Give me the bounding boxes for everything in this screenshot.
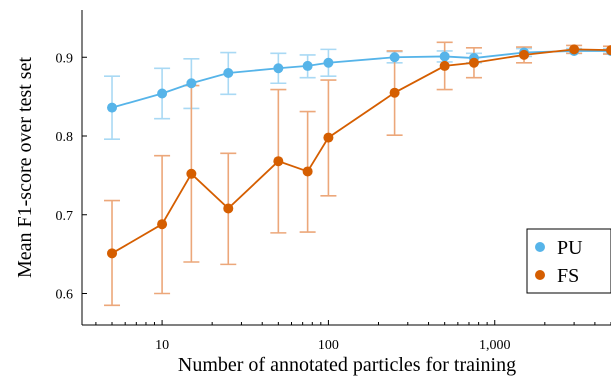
data-point-pu bbox=[323, 57, 334, 68]
data-point-fs bbox=[389, 87, 400, 98]
y-tick-label: 0.8 bbox=[56, 130, 74, 145]
x-tick-label: 100 bbox=[318, 338, 339, 353]
data-point-pu bbox=[107, 102, 118, 113]
legend-label-fs: FS bbox=[557, 265, 579, 287]
data-point-fs bbox=[273, 156, 284, 167]
markers-pu bbox=[107, 45, 611, 113]
data-point-pu bbox=[273, 63, 284, 74]
legend-label-pu: PU bbox=[557, 237, 583, 259]
data-point-fs bbox=[439, 60, 450, 71]
y-axis-label: Mean F1-score over test set bbox=[14, 57, 36, 278]
data-point-fs bbox=[323, 132, 334, 143]
data-point-fs bbox=[519, 49, 530, 60]
y-tick-label: 0.7 bbox=[56, 209, 74, 224]
legend-marker-pu bbox=[535, 242, 545, 252]
data-point-fs bbox=[157, 219, 168, 230]
x-tick-label: 1,000 bbox=[479, 338, 511, 353]
y-tick-label: 0.6 bbox=[56, 288, 74, 303]
legend: PU FS bbox=[526, 228, 611, 294]
data-point-fs bbox=[302, 166, 313, 177]
plot-area: 10 100 1,000 0.6 0.7 0.8 0.9 bbox=[56, 10, 611, 353]
series-layer bbox=[104, 41, 611, 307]
legend-marker-fs bbox=[535, 270, 545, 280]
markers-fs bbox=[107, 44, 611, 259]
data-point-fs bbox=[569, 44, 580, 55]
x-tick-label: 10 bbox=[155, 338, 169, 353]
x-axis-ticks: 10 100 1,000 bbox=[95, 320, 611, 353]
y-tick-label: 0.9 bbox=[56, 51, 74, 66]
data-point-fs bbox=[186, 168, 197, 179]
data-point-pu bbox=[223, 68, 234, 78]
data-point-fs bbox=[223, 203, 234, 214]
data-point-pu bbox=[302, 60, 313, 71]
data-point-fs bbox=[606, 45, 611, 56]
data-point-pu bbox=[389, 52, 400, 63]
errorbars-pu bbox=[104, 47, 611, 140]
legend-box bbox=[526, 228, 611, 294]
series-line-fs bbox=[111, 48, 611, 255]
data-point-pu bbox=[439, 51, 450, 62]
x-axis-label: Number of annotated particles for traini… bbox=[178, 354, 516, 376]
data-point-pu bbox=[186, 78, 197, 89]
data-point-pu bbox=[157, 88, 168, 99]
y-axis-ticks: 0.6 0.7 0.8 0.9 bbox=[56, 51, 87, 303]
data-point-fs bbox=[107, 248, 118, 259]
data-point-fs bbox=[468, 57, 479, 68]
